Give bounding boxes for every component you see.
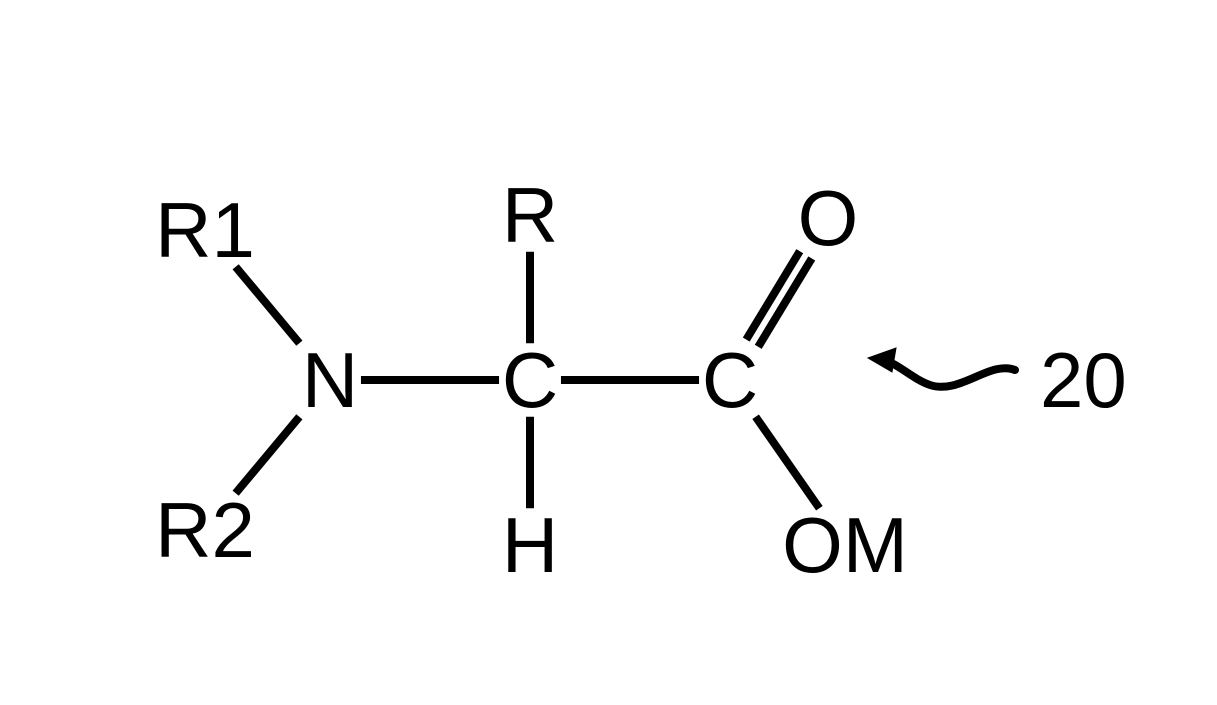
annotation-label: 20: [1040, 336, 1127, 424]
diagram-background: [0, 0, 1217, 705]
atom-label-n: N: [302, 336, 358, 424]
atom-label-r: R: [502, 171, 558, 259]
atom-label-h: H: [502, 501, 558, 589]
atom-label-om: OM: [782, 501, 908, 589]
atom-label-r2: R2: [155, 486, 255, 574]
chemical-structure-diagram: N C C R1 R2 R H O OM 20: [0, 0, 1217, 705]
atom-label-o: O: [798, 174, 859, 262]
atom-label-r1: R1: [155, 186, 255, 274]
atom-label-c1: C: [502, 336, 558, 424]
atom-label-c2: C: [702, 336, 758, 424]
